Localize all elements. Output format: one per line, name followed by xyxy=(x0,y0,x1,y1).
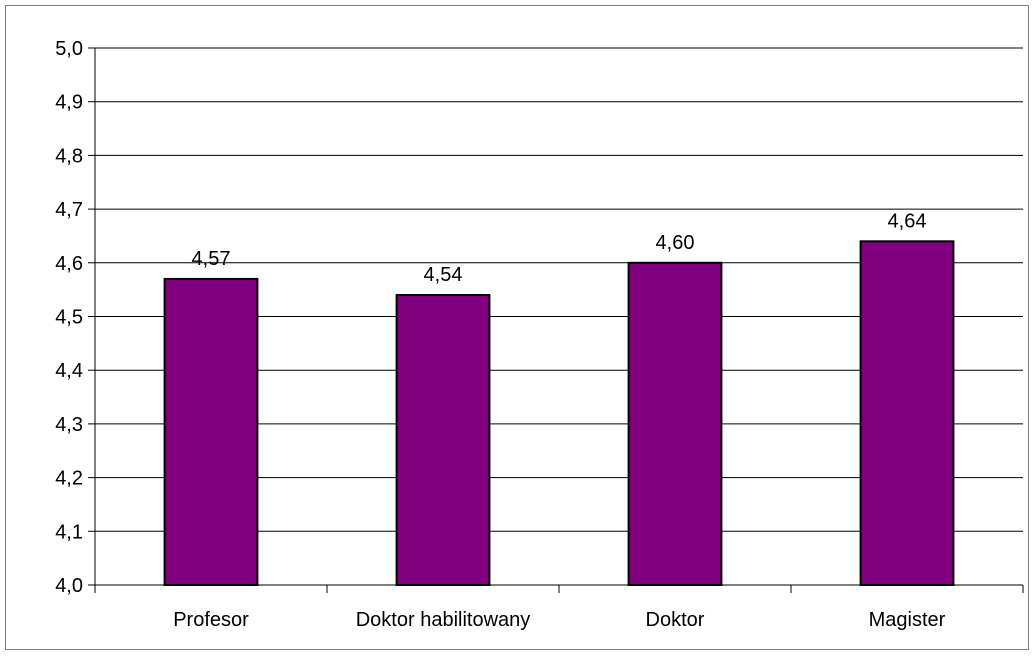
y-tick-label: 4,7 xyxy=(55,199,83,221)
data-label: 4,64 xyxy=(888,210,927,232)
bar xyxy=(859,240,955,586)
x-category-label: Doktor habilitowany xyxy=(356,609,531,631)
y-tick-label: 4,2 xyxy=(55,468,83,490)
y-tick-label: 4,9 xyxy=(55,92,83,114)
bar xyxy=(627,261,723,586)
y-tick-label: 4,1 xyxy=(55,521,83,543)
y-tick-label: 4,5 xyxy=(55,307,83,329)
bar xyxy=(163,277,259,586)
axes xyxy=(88,47,1024,593)
labels: 4,0 4,1 4,2 4,3 4,4 4,5 4,6 4,7 4,8 4,9 5,0 4,57 Pro… xyxy=(55,38,945,631)
bar xyxy=(395,294,491,586)
data-label: 4,54 xyxy=(424,264,463,286)
y-tick-label: 5,0 xyxy=(55,38,83,60)
data-label: 4,57 xyxy=(192,248,231,270)
y-tick-label: 4,0 xyxy=(55,575,83,597)
y-tick-label: 4,6 xyxy=(55,253,83,275)
y-tick-label: 4,8 xyxy=(55,145,83,167)
bars xyxy=(163,240,955,586)
x-category-label: Doktor xyxy=(646,609,705,631)
y-tick-label: 4,3 xyxy=(55,414,83,436)
x-category-label: Profesor xyxy=(173,609,249,631)
x-category-label: Magister xyxy=(869,609,946,631)
data-label: 4,60 xyxy=(656,232,695,254)
y-tick-label: 4,4 xyxy=(55,360,83,382)
